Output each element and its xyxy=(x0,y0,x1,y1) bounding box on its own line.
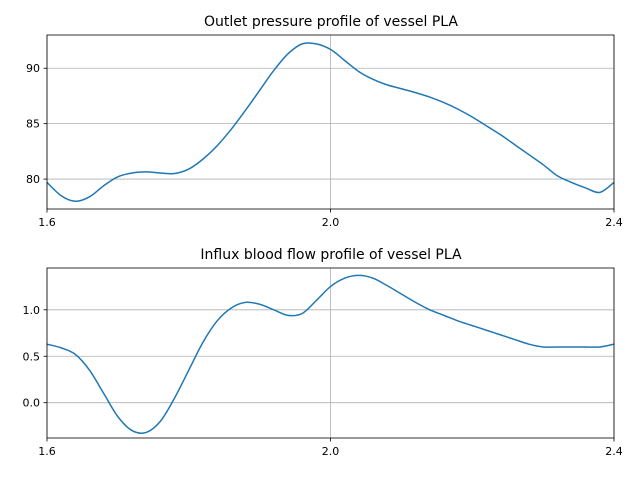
pressure-xtick-label: 2.4 xyxy=(605,216,623,229)
flow-series-line xyxy=(47,274,614,434)
pressure-ytick-label: 85 xyxy=(26,118,40,131)
flow-ytick-label: 1.0 xyxy=(23,304,41,317)
flow-plot-title: Influx blood flow profile of vessel PLA xyxy=(200,247,462,263)
flow-ytick-label: 0.5 xyxy=(23,350,41,363)
flow-plot: Influx blood flow profile of vessel PLA … xyxy=(23,247,623,458)
flow-ytick-label: 0.0 xyxy=(23,397,41,410)
flow-xtick-label: 2.4 xyxy=(605,445,623,458)
flow-xtick-label: 1.6 xyxy=(38,445,56,458)
pressure-plot-ticks: 1.6 2.0 2.4 80 85 90 xyxy=(26,62,623,229)
pressure-xtick-label: 2.0 xyxy=(322,216,340,229)
pressure-plot-title: Outlet pressure profile of vessel PLA xyxy=(204,14,458,30)
pressure-plot: Outlet pressure profile of vessel PLA 1.… xyxy=(26,14,623,229)
pressure-ytick-label: 80 xyxy=(26,173,40,186)
pressure-ytick-label: 90 xyxy=(26,62,40,75)
flow-xtick-label: 2.0 xyxy=(322,445,340,458)
pressure-xtick-label: 1.6 xyxy=(38,216,56,229)
pressure-series-line xyxy=(47,42,614,202)
flow-plot-ticks: 1.6 2.0 2.4 0.0 0.5 1.0 xyxy=(23,304,623,458)
